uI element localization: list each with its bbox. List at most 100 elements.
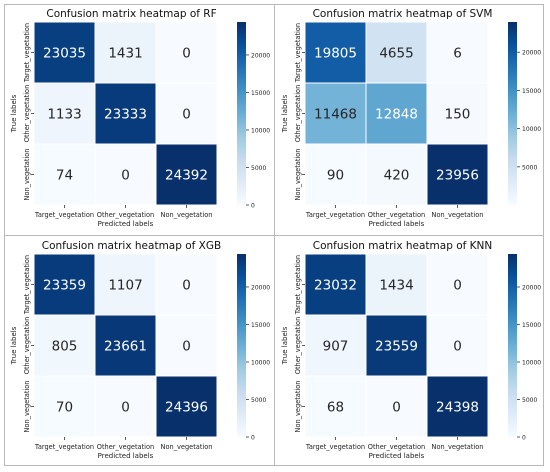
colorbar-tick-label: 0 — [251, 203, 255, 210]
heatmap-cell — [33, 314, 96, 377]
colorbar — [508, 254, 517, 437]
y-tick-label: Target_vegetation — [294, 23, 302, 83]
cell-value-label: 1133 — [47, 107, 81, 123]
cell-value-label: 23333 — [104, 107, 147, 123]
x-tick-label: Target_vegetation — [305, 211, 365, 219]
colorbar-tick-label: 5000 — [522, 397, 537, 404]
heatmap-svg: Confusion matrix heatmap of SVM 19805 4655… — [281, 8, 541, 228]
y-tick-label: Other_vegetation — [294, 85, 302, 142]
cell-value-label: 805 — [52, 339, 78, 355]
heatmap-cell — [33, 143, 96, 206]
y-axis-label: True labels — [10, 326, 18, 365]
colorbar-tick-label: 10000 — [522, 359, 541, 366]
colorbar-tick-label: 20000 — [251, 284, 270, 291]
y-tick-label: Other_vegetation — [23, 317, 31, 374]
heatmap-cell — [426, 143, 489, 206]
heatmap-cell — [426, 314, 489, 377]
cell-value-label: 23661 — [104, 339, 147, 355]
y-tick-label: Target_vegetation — [23, 255, 31, 315]
heatmap-svg: Confusion matrix heatmap of XGB 23359 1107… — [10, 240, 270, 460]
x-tick-label: Non_vegetation — [161, 211, 213, 219]
cell-value-label: 420 — [384, 168, 410, 184]
heatmap-cell — [365, 82, 428, 145]
heatmap-svg: Confusion matrix heatmap of RF 23035 1431 0… — [10, 8, 270, 228]
cell-value-label: 24396 — [165, 400, 208, 416]
x-tick-label: Target_vegetation — [305, 443, 365, 451]
colorbar-tick-label: 10000 — [522, 126, 541, 133]
heatmap-cell — [304, 253, 367, 316]
heatmap-panel-rf: Confusion matrix heatmap of RF 23035 1431 0… — [4, 4, 274, 235]
heatmap-cell — [155, 314, 218, 377]
cell-value-label: 23559 — [375, 339, 418, 355]
cell-value-label: 0 — [453, 339, 462, 355]
x-tick-label: Non_vegetation — [161, 443, 213, 451]
y-tick-label: Target_vegetation — [23, 23, 31, 83]
y-tick-label: Other_vegetation — [294, 317, 302, 374]
cell-value-label: 6 — [453, 46, 462, 62]
heatmap-cell — [365, 21, 428, 84]
x-axis-label: Predicted labels — [369, 452, 425, 460]
colorbar-tick-label: 5000 — [251, 397, 266, 404]
cell-value-label: 12848 — [375, 107, 418, 123]
x-tick-label: Other_vegetation — [368, 443, 425, 451]
heatmap-panel-svm: Confusion matrix heatmap of SVM 19805 4655… — [275, 4, 545, 235]
cell-value-label: 23032 — [314, 278, 357, 294]
cell-value-label: 0 — [453, 278, 462, 294]
heatmap-cell — [155, 375, 218, 438]
cell-value-label: 0 — [182, 339, 191, 355]
heatmap-panel-knn: Confusion matrix heatmap of KNN 23032 1434… — [275, 236, 545, 467]
cell-value-label: 1107 — [108, 278, 142, 294]
colorbar-tick-label: 20000 — [522, 284, 541, 291]
cell-value-label: 23956 — [436, 168, 479, 184]
cell-value-label: 0 — [121, 168, 130, 184]
heatmap-cell — [426, 253, 489, 316]
x-tick-label: Other_vegetation — [97, 211, 154, 219]
cell-value-label: 19805 — [314, 46, 357, 62]
cell-value-label: 0 — [392, 400, 401, 416]
x-axis-label: Predicted labels — [369, 220, 425, 228]
cell-value-label: 0 — [182, 107, 191, 123]
chart-title: Confusion matrix heatmap of RF — [46, 8, 216, 20]
y-tick-label: Non_vegetation — [294, 381, 302, 433]
cell-value-label: 0 — [121, 400, 130, 416]
heatmap-cell — [94, 21, 157, 84]
x-axis-label: Predicted labels — [98, 220, 154, 228]
heatmap-cell — [155, 21, 218, 84]
y-axis-label: True labels — [281, 94, 289, 133]
cell-value-label: 90 — [327, 168, 344, 184]
y-tick-label: Non_vegetation — [23, 381, 31, 433]
heatmap-cell — [426, 82, 489, 145]
cell-value-label: 907 — [323, 339, 349, 355]
y-tick-label: Other_vegetation — [23, 85, 31, 142]
cell-value-label: 0 — [182, 46, 191, 62]
chart-title: Confusion matrix heatmap of SVM — [313, 8, 493, 20]
y-tick-label: Non_vegetation — [294, 149, 302, 201]
colorbar-tick-label: 15000 — [251, 90, 270, 97]
heatmap-cell — [304, 375, 367, 438]
cell-value-label: 150 — [445, 107, 471, 123]
colorbar-tick-label: 20000 — [522, 50, 541, 57]
x-tick-label: Target_vegetation — [34, 211, 94, 219]
y-tick-label: Target_vegetation — [294, 255, 302, 315]
colorbar-tick-label: 15000 — [522, 322, 541, 329]
colorbar-tick-label: 10000 — [251, 127, 270, 134]
cell-value-label: 23359 — [43, 278, 86, 294]
x-tick-label: Non_vegetation — [432, 443, 484, 451]
cell-value-label: 11468 — [314, 107, 357, 123]
cell-value-label: 23035 — [43, 46, 86, 62]
chart-title: Confusion matrix heatmap of XGB — [42, 240, 221, 252]
cell-value-label: 24398 — [436, 400, 479, 416]
x-tick-label: Other_vegetation — [368, 211, 425, 219]
heatmap-cell — [94, 375, 157, 438]
heatmap-cell — [155, 253, 218, 316]
cell-value-label: 74 — [56, 168, 73, 184]
cell-value-label: 4655 — [379, 46, 413, 62]
heatmap-cell — [33, 375, 96, 438]
cell-value-label: 70 — [56, 400, 73, 416]
colorbar-tick-label: 15000 — [251, 322, 270, 329]
colorbar-tick-label: 10000 — [251, 359, 270, 366]
chart-title: Confusion matrix heatmap of KNN — [313, 240, 493, 252]
colorbar-tick-label: 0 — [522, 435, 526, 442]
cell-value-label: 0 — [182, 278, 191, 294]
